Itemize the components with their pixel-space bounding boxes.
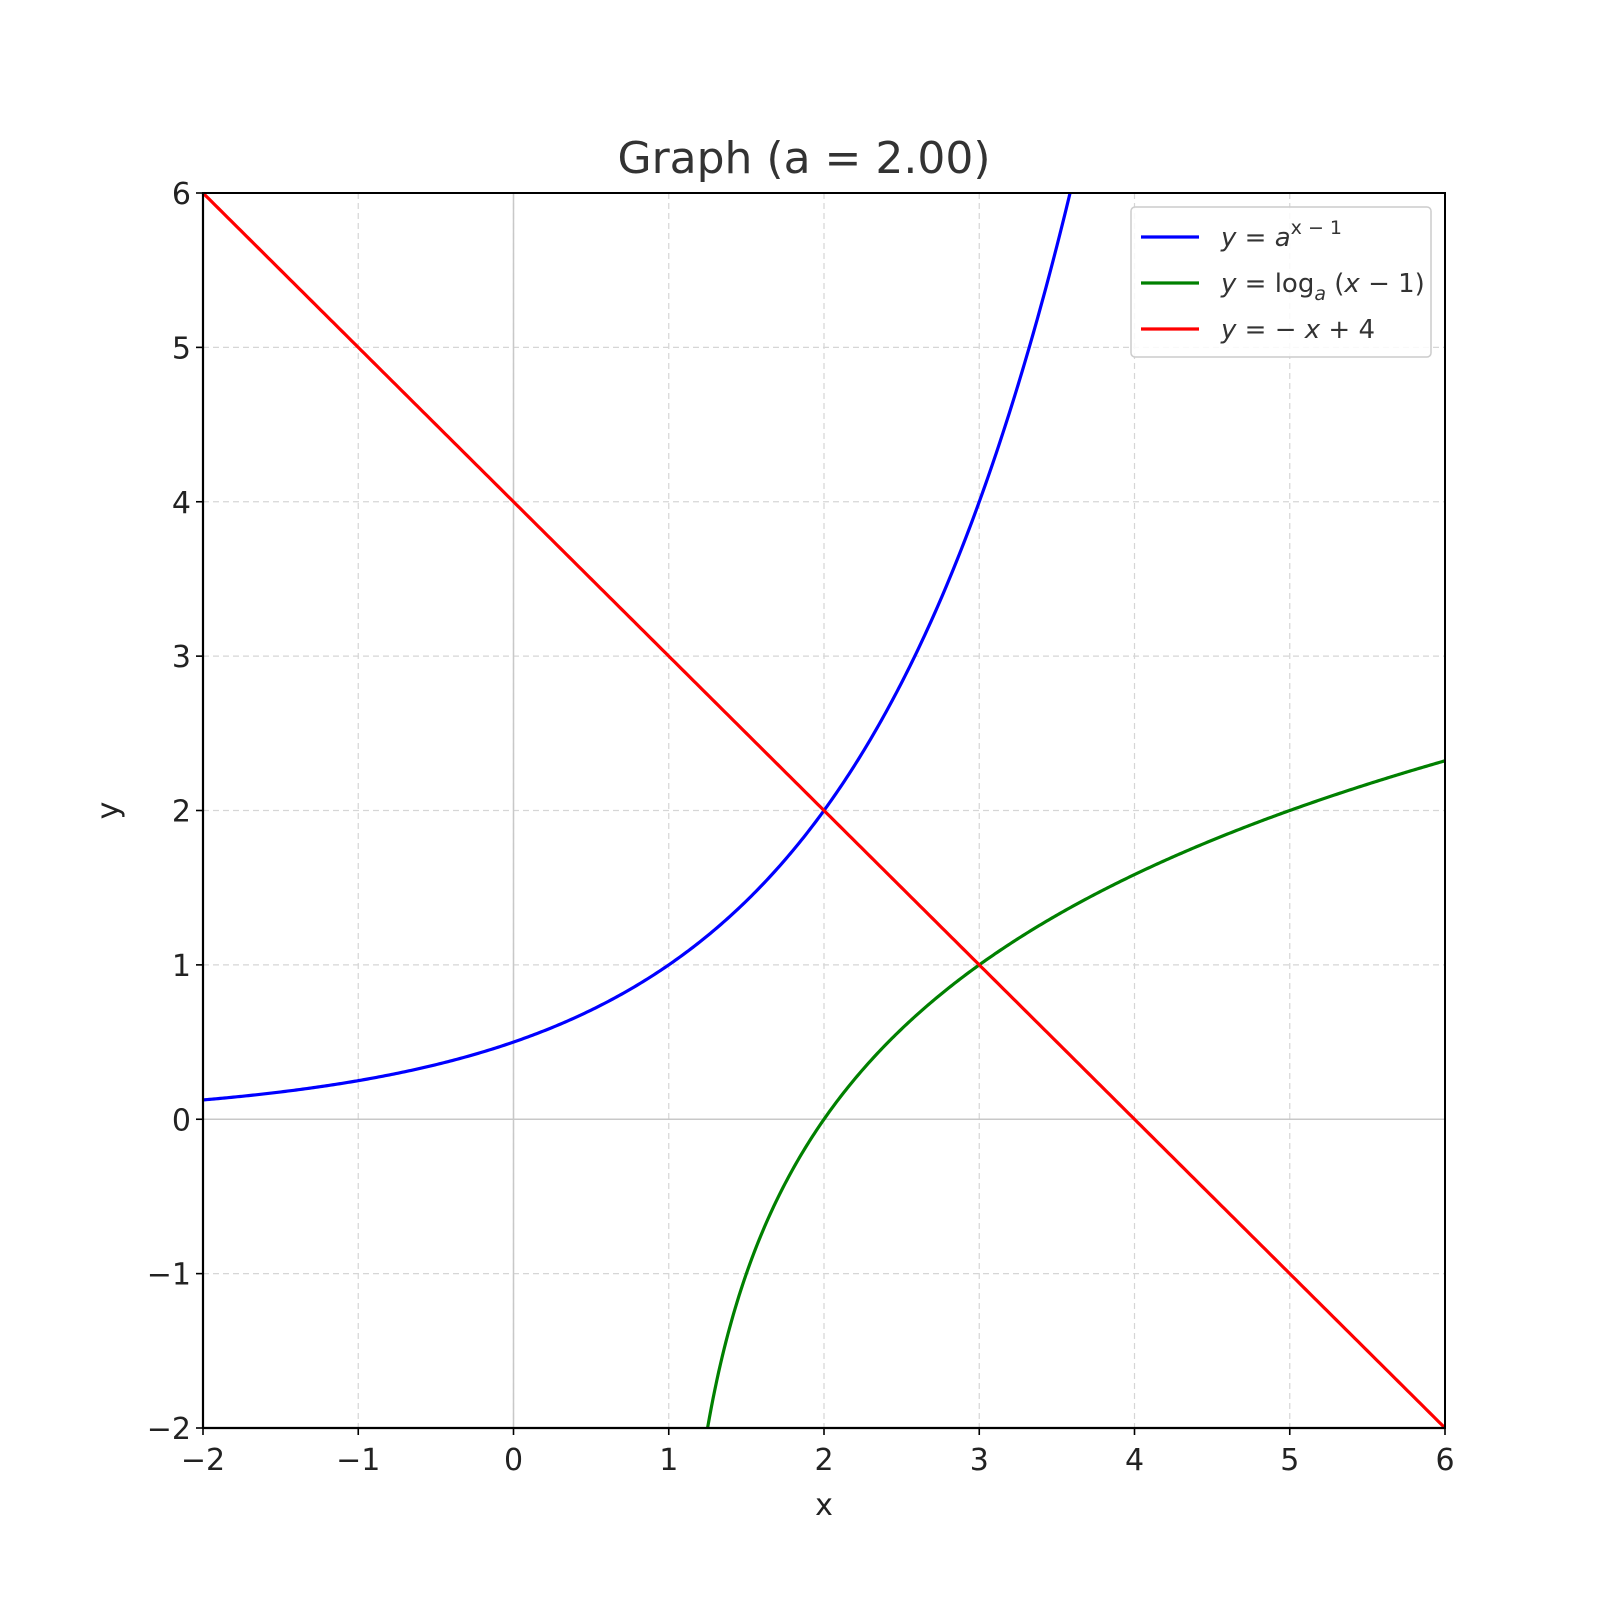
y-axis-ticks: −2 −1 0 1 2 3 4 5 6	[147, 177, 205, 1447]
legend-label-exponential: y = ax − 1	[1220, 217, 1342, 253]
x-tick-label: 3	[970, 1443, 989, 1478]
y-tick-label: 1	[172, 949, 191, 984]
legend-label-logarithm: y = loga (x − 1)	[1220, 269, 1425, 305]
y-tick-label: 0	[172, 1103, 191, 1138]
y-tick-label: 4	[172, 486, 191, 521]
x-axis-label: x	[815, 1488, 833, 1523]
x-tick-label: 1	[659, 1443, 678, 1478]
x-tick-label: 2	[814, 1443, 833, 1478]
y-tick-label: 6	[172, 177, 191, 212]
y-axis-label: y	[91, 802, 126, 820]
x-tick-label: 5	[1280, 1443, 1299, 1478]
series-logarithm	[705, 759, 1446, 1429]
chart-title: Graph (a = 2.00)	[617, 133, 990, 184]
x-tick-label: −2	[181, 1443, 225, 1478]
x-axis-ticks: −2 −1 0 1 2 3 4 5 6	[181, 1426, 1455, 1478]
legend-label-linear: y = − x + 4	[1220, 315, 1375, 345]
y-tick-label: −2	[147, 1412, 191, 1447]
y-tick-label: 5	[172, 331, 191, 366]
x-tick-label: 0	[504, 1443, 523, 1478]
x-tick-label: −1	[336, 1443, 380, 1478]
x-tick-label: 6	[1435, 1443, 1454, 1478]
y-tick-label: −1	[147, 1258, 191, 1293]
series-layer	[201, 191, 1447, 1430]
series-linear	[201, 191, 1447, 1430]
x-tick-label: 4	[1125, 1443, 1144, 1478]
legend-box	[1130, 206, 1432, 358]
series-exponential	[202, 192, 1072, 1102]
y-tick-label: 3	[172, 640, 191, 675]
y-tick-label: 2	[172, 795, 191, 830]
legend: y = ax − 1 y = loga (x − 1) y = − x + 4	[1130, 206, 1432, 358]
